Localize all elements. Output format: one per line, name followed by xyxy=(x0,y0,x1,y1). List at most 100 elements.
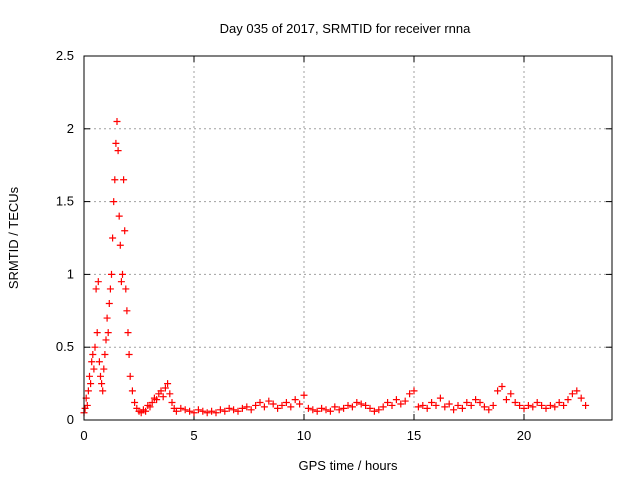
data-point xyxy=(243,403,251,411)
data-point xyxy=(401,397,409,405)
data-point xyxy=(274,404,282,412)
chart-title: Day 035 of 2017, SRMTID for receiver rnn… xyxy=(220,21,471,36)
data-point xyxy=(89,350,97,358)
data-point xyxy=(278,401,286,409)
data-point xyxy=(573,387,581,395)
data-point xyxy=(161,384,169,392)
data-point xyxy=(406,390,414,398)
data-point xyxy=(568,390,576,398)
data-point xyxy=(555,399,563,407)
data-point xyxy=(432,401,440,409)
data-point xyxy=(362,401,370,409)
data-point xyxy=(126,372,134,380)
x-tick-label: 20 xyxy=(517,428,531,443)
x-tick-label: 10 xyxy=(297,428,311,443)
data-point xyxy=(166,390,174,398)
data-point xyxy=(313,407,321,415)
data-point xyxy=(234,407,242,415)
data-points xyxy=(80,118,590,417)
data-point xyxy=(458,404,466,412)
data-point xyxy=(296,400,304,408)
data-point xyxy=(125,350,133,358)
data-point xyxy=(582,401,590,409)
data-point xyxy=(90,365,98,373)
data-point xyxy=(450,406,458,414)
data-point xyxy=(172,407,180,415)
data-point xyxy=(291,396,299,404)
data-point xyxy=(309,406,317,414)
data-point xyxy=(148,399,156,407)
data-point xyxy=(507,390,515,398)
data-point xyxy=(533,399,541,407)
data-point xyxy=(159,393,167,401)
data-point xyxy=(441,403,449,411)
data-point xyxy=(106,285,114,293)
data-point xyxy=(122,285,130,293)
data-point xyxy=(489,401,497,409)
data-point xyxy=(146,403,154,411)
data-point xyxy=(95,358,103,366)
data-point xyxy=(110,198,118,206)
data-point xyxy=(370,407,378,415)
data-point xyxy=(511,399,519,407)
data-point xyxy=(423,404,431,412)
data-point xyxy=(116,241,124,249)
data-point xyxy=(121,227,129,235)
data-point xyxy=(335,406,343,414)
y-tick-label: 1.5 xyxy=(56,194,74,209)
data-point xyxy=(428,399,436,407)
data-point xyxy=(119,270,126,278)
plot-frame xyxy=(83,55,613,421)
data-point xyxy=(109,234,117,242)
data-point xyxy=(318,404,326,412)
data-point xyxy=(304,404,312,412)
data-point xyxy=(157,387,165,395)
data-point xyxy=(344,401,352,409)
y-tick-label: 2.5 xyxy=(56,48,74,63)
data-point xyxy=(153,396,161,404)
data-point xyxy=(120,176,128,184)
data-point xyxy=(472,396,480,404)
data-point xyxy=(366,404,374,412)
data-point xyxy=(164,380,172,388)
data-point xyxy=(476,399,484,407)
y-axis-label: SRMTID / TECUs xyxy=(6,186,21,289)
x-tick-label: 5 xyxy=(190,428,197,443)
data-point xyxy=(181,406,189,414)
data-point xyxy=(212,409,220,417)
data-point xyxy=(112,139,120,147)
data-point xyxy=(115,212,123,220)
data-point xyxy=(502,396,510,404)
data-point xyxy=(117,278,125,286)
data-point xyxy=(300,391,308,399)
data-point xyxy=(388,401,396,409)
data-point xyxy=(577,394,585,402)
data-point xyxy=(230,406,238,414)
data-point xyxy=(225,404,233,412)
data-point xyxy=(538,401,546,409)
y-tick-label: 0.5 xyxy=(56,339,74,354)
data-point xyxy=(419,401,427,409)
data-point xyxy=(100,365,108,373)
data-point xyxy=(520,404,528,412)
data-point xyxy=(194,406,202,414)
data-point xyxy=(436,394,444,402)
data-point xyxy=(108,270,115,278)
data-point xyxy=(216,406,224,414)
data-point xyxy=(265,397,273,405)
data-point xyxy=(101,350,109,358)
data-point xyxy=(524,401,532,409)
data-point xyxy=(83,401,91,409)
data-point xyxy=(516,401,524,409)
data-point xyxy=(168,399,176,407)
data-point xyxy=(92,285,100,293)
data-point xyxy=(353,399,361,407)
data-point xyxy=(102,336,110,344)
data-point xyxy=(287,403,295,411)
data-point xyxy=(114,147,122,155)
data-point xyxy=(410,387,418,395)
data-point xyxy=(93,329,101,337)
data-point xyxy=(379,403,387,411)
data-point xyxy=(98,380,106,388)
